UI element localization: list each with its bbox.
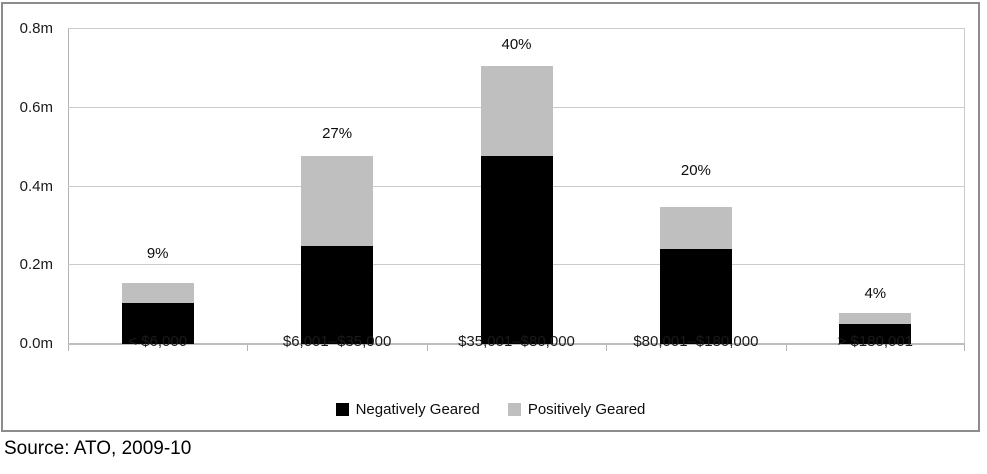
bar-segment-negatively-geared [839, 323, 912, 344]
legend-label-positively-geared: Positively Geared [527, 401, 646, 418]
y-axis-line [68, 29, 69, 350]
x-axis-category-label: < $6,000 [128, 333, 188, 350]
bar-segment-positively-geared [480, 66, 553, 156]
legend-item-positively-geared: Positively Geared [507, 401, 646, 418]
plot-area: 9% 27% 40% 20% 4% [68, 28, 965, 351]
bar-percentage-label: 20% [680, 161, 711, 179]
y-tick-label: 0.8m [19, 20, 53, 37]
bar-segment-negatively-geared [121, 302, 194, 344]
bar-segment-positively-geared [659, 206, 732, 249]
x-axis-category-label: > $180,001 [837, 333, 914, 350]
gridline-0.8m [68, 28, 965, 29]
y-tick-label: 0.6m [19, 98, 53, 116]
x-axis-category-label: $80,001–$180,000 [633, 333, 759, 350]
x-axis-tick [606, 345, 607, 351]
x-axis-category-label: $35,001–$80,000 [458, 333, 575, 350]
x-axis-tick [68, 345, 69, 351]
x-axis-tick [427, 345, 428, 351]
source-note: Source: ATO, 2009-10 [4, 438, 192, 459]
x-axis-tick [786, 345, 787, 351]
y-tick-label: 0.0m [19, 335, 53, 352]
bar-segment-positively-geared [121, 283, 194, 303]
bar-segment-positively-geared [839, 312, 912, 324]
bar-segment-positively-geared [301, 155, 374, 247]
positively-geared-swatch-icon [507, 403, 521, 416]
x-axis-line [68, 343, 965, 345]
legend-item-negatively-geared: Negatively Geared [335, 401, 480, 418]
y-tick-label: 0.4m [19, 177, 53, 195]
legend: Negatively Geared Positively Geared [3, 401, 978, 418]
x-axis-category-label: $6,001–$35,000 [282, 333, 392, 350]
bar-segment-negatively-geared [659, 248, 732, 344]
bar-segment-negatively-geared [480, 155, 553, 344]
y-tick-label: 0.2m [19, 256, 53, 274]
plot-right-border [964, 29, 965, 344]
x-axis-tick [964, 345, 965, 351]
bar-percentage-label: 9% [146, 245, 169, 263]
bar-segment-negatively-geared [301, 246, 374, 344]
bar-percentage-label: 27% [322, 124, 353, 142]
negatively-geared-swatch-icon [335, 403, 349, 416]
x-axis-tick [247, 345, 248, 351]
legend-label-negatively-geared: Negatively Geared [355, 401, 480, 418]
bar-percentage-label: 4% [864, 284, 887, 302]
bar-percentage-label: 40% [501, 36, 532, 54]
chart-frame: 0.0m 0.2m 0.4m 0.6m 0.8m 9% 27% 40% 20% 4% Negat… [1, 2, 980, 432]
